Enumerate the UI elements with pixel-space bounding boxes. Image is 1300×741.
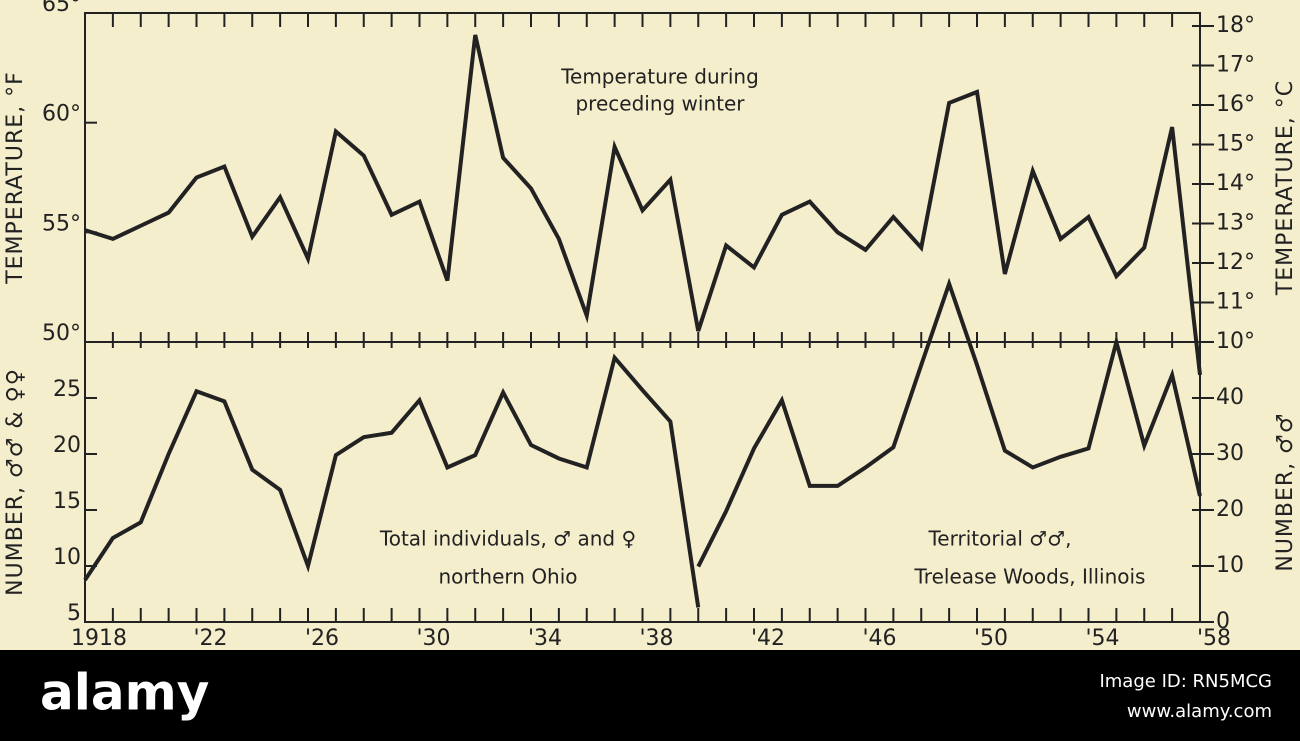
- x-tick-label: '30: [416, 626, 450, 651]
- y2-tick-label: 17°: [1216, 53, 1255, 78]
- x-tick-label: '22: [193, 626, 227, 651]
- y2-tick-label: 18°: [1216, 13, 1255, 38]
- annotation: Total individuals, ♂ and ♀: [379, 527, 636, 551]
- data-line: [696, 277, 1202, 568]
- y-tick-label: 10: [53, 545, 81, 570]
- y2-tick-label: 0: [1216, 609, 1230, 634]
- y2-tick-label: 11°: [1216, 290, 1255, 315]
- y2-tick-label: 20: [1216, 497, 1244, 522]
- y-tick-label: 25: [53, 377, 81, 402]
- y2-tick-label: 15°: [1216, 132, 1255, 157]
- x-tick-label: '26: [305, 626, 339, 651]
- y-axis-label: NUMBER, ♂♂ & ♀♀: [3, 368, 28, 596]
- x-tick-label: '58: [1197, 626, 1231, 651]
- y-tick-label: 15: [53, 489, 81, 514]
- watermark-site: www.alamy.com: [1127, 701, 1272, 722]
- y-tick-label: 60°: [42, 102, 81, 127]
- y2-axis-label: NUMBER, ♂♂: [1273, 412, 1298, 571]
- y2-tick-label: 12°: [1216, 250, 1255, 275]
- watermark-logo: alamy: [40, 664, 209, 722]
- y2-tick-label: 10: [1216, 553, 1244, 578]
- y-axis-label: TEMPERATURE, °F: [3, 71, 28, 285]
- y2-tick-label: 16°: [1216, 92, 1255, 117]
- y2-tick-label: 30: [1216, 441, 1244, 466]
- background: [0, 0, 1300, 650]
- x-tick-label: '46: [862, 626, 896, 651]
- x-tick-label: '34: [528, 626, 562, 651]
- x-tick-label: '54: [1085, 626, 1119, 651]
- annotation: Territorial ♂♂,: [927, 527, 1071, 551]
- data-line: [83, 353, 701, 608]
- y-tick-label: 5: [67, 601, 81, 626]
- y-tick-label: 50°: [42, 321, 81, 346]
- y-tick-label: 55°: [42, 211, 81, 236]
- annotation: northern Ohio: [438, 565, 577, 589]
- y2-tick-label: 10°: [1216, 329, 1255, 354]
- y-tick-label: 20: [53, 433, 81, 458]
- y2-axis-label: TEMPERATURE, °C: [1273, 80, 1298, 296]
- x-tick-label: '42: [751, 626, 785, 651]
- watermark-bar: [0, 650, 1300, 741]
- annotation: preceding winter: [575, 92, 745, 116]
- x-tick-label: 1918: [71, 626, 127, 651]
- y-tick-label: 65°: [42, 0, 81, 17]
- y2-tick-label: 40: [1216, 385, 1244, 410]
- data-line: [84, 34, 1202, 376]
- y2-tick-label: 13°: [1216, 211, 1255, 236]
- annotation: Trelease Woods, Illinois: [914, 565, 1146, 589]
- x-tick-label: '50: [974, 626, 1008, 651]
- y2-tick-label: 14°: [1216, 171, 1255, 196]
- x-tick-label: '38: [639, 626, 673, 651]
- watermark-id: Image ID: RN5MCG: [1099, 671, 1272, 692]
- annotation: Temperature during: [560, 65, 759, 89]
